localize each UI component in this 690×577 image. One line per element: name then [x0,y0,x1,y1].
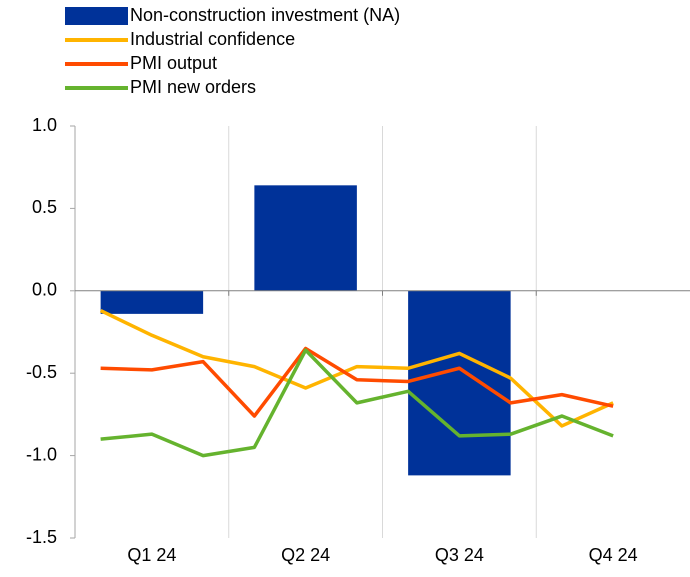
line [100,346,614,418]
x-tick-label: Q4 24 [589,545,638,565]
y-tick-label: 0.0 [32,280,57,300]
bar [254,185,357,291]
line [100,348,614,458]
y-tick-label: -1.5 [26,527,57,547]
bar [408,290,511,476]
y-tick-label: -1.0 [26,444,57,464]
x-tick-label: Q1 24 [127,545,176,565]
legend-label: Industrial confidence [130,29,295,49]
y-tick-label: 1.0 [32,115,57,135]
y-tick-label: 0.5 [32,197,57,217]
legend-swatch [65,7,128,25]
x-tick-label: Q3 24 [435,545,484,565]
y-tick-label: -0.5 [26,362,57,382]
x-tick-label: Q2 24 [281,545,330,565]
legend-label: PMI new orders [130,77,256,97]
line [99,308,614,428]
bar [100,290,204,314]
legend-label: PMI output [130,53,217,73]
legend-label: Non-construction investment (NA) [130,5,400,25]
